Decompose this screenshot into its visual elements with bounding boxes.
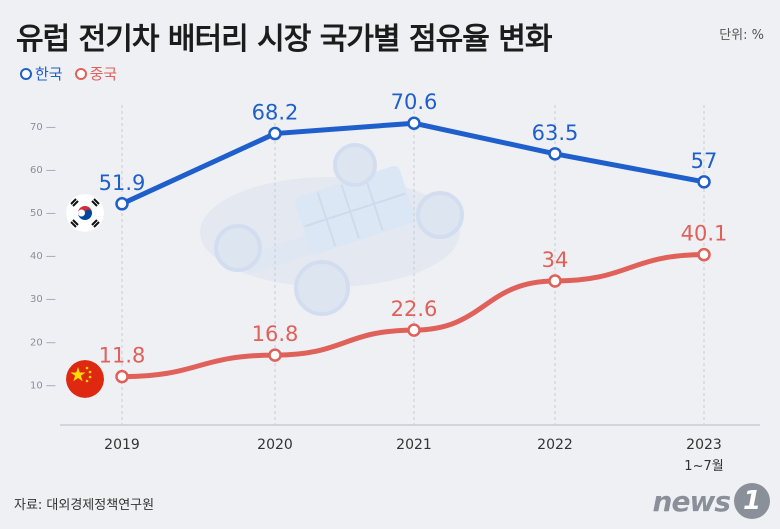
data-label-china: 34 [542, 248, 569, 272]
legend-item-china: 중국 [74, 63, 118, 84]
y-tick-label: 70 — [30, 122, 56, 133]
ev-battery-illustration-icon [200, 143, 464, 316]
legend-marker-korea-icon [20, 67, 32, 80]
unit-label: 단위: % [719, 28, 764, 43]
data-point-china [115, 369, 129, 384]
source-note: 자료: 대외경제정책연구원 [14, 498, 155, 513]
data-label-china: 22.6 [391, 297, 438, 321]
y-tick-label: 50 — [30, 208, 56, 219]
data-point-korea [115, 197, 129, 211]
chart-title: 유럽 전기차 배터리 시장 국가별 점유율 변화 [16, 22, 552, 57]
data-point-korea [407, 116, 421, 130]
data-label-korea: 57 [691, 149, 718, 173]
y-tick-label: 30 — [30, 294, 56, 305]
x-tick-sublabel: 1~7월 [684, 459, 723, 474]
legend-item-korea: 한국 [20, 63, 63, 84]
data-point-china [697, 247, 711, 262]
x-tick-label: 2020 [257, 437, 293, 453]
y-tick-label: 40 — [30, 251, 56, 262]
data-label-korea: 63.5 [532, 121, 579, 145]
legend-label-china: 중국 [89, 65, 118, 83]
y-tick-label: 10 — [30, 380, 56, 391]
x-tick-label: 2022 [537, 437, 573, 453]
data-point-china [268, 348, 282, 362]
logo-badge: 1 [734, 483, 770, 519]
x-tick-label: 2019 [104, 437, 140, 453]
x-tick-label: 2021 [396, 437, 432, 453]
china-flag-icon [66, 360, 104, 398]
data-label-china: 11.8 [99, 344, 146, 368]
data-label-korea: 68.2 [252, 101, 299, 125]
data-point-china [548, 274, 562, 288]
y-tick-label: 60 — [30, 165, 56, 176]
x-tick-label: 2023 [686, 437, 722, 453]
news1-logo: news 1 [653, 483, 770, 519]
legend-marker-china-icon [74, 67, 87, 80]
data-point-china [407, 323, 421, 337]
south-korea-flag-icon [66, 194, 104, 232]
data-point-korea [268, 126, 282, 141]
data-point-korea [697, 175, 711, 189]
legend: 한국 중국 [20, 63, 117, 84]
data-label-china: 40.1 [681, 222, 728, 246]
logo-text: news [652, 484, 731, 518]
data-label-china: 16.8 [252, 322, 299, 346]
y-tick-label: 20 — [30, 337, 56, 348]
data-point-korea [548, 147, 562, 161]
legend-label-korea: 한국 [35, 65, 63, 83]
data-label-korea: 70.6 [391, 90, 438, 114]
data-label-korea: 51.9 [99, 171, 146, 195]
